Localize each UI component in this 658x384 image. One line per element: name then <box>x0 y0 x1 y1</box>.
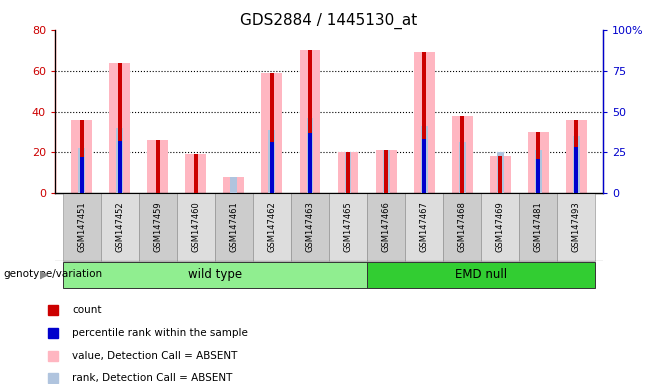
Bar <box>566 120 587 193</box>
Bar <box>156 140 160 193</box>
Text: genotype/variation: genotype/variation <box>3 270 103 280</box>
Bar <box>367 193 405 261</box>
Title: GDS2884 / 1445130_at: GDS2884 / 1445130_at <box>240 12 418 29</box>
Bar <box>422 52 426 193</box>
Bar <box>291 193 329 261</box>
Bar <box>461 116 464 193</box>
Bar <box>230 177 238 193</box>
Text: ▶: ▶ <box>40 270 49 280</box>
Bar <box>177 193 215 261</box>
Bar <box>405 193 443 261</box>
Bar <box>384 150 388 193</box>
Text: GSM147463: GSM147463 <box>305 202 315 252</box>
Bar <box>443 193 481 261</box>
Bar <box>261 73 282 193</box>
Text: GSM147465: GSM147465 <box>343 202 353 252</box>
Bar <box>519 193 557 261</box>
Text: count: count <box>72 305 102 315</box>
Bar <box>490 156 511 193</box>
Bar <box>215 193 253 261</box>
Bar <box>497 152 503 193</box>
Bar <box>299 50 320 193</box>
Bar <box>574 120 578 193</box>
Bar <box>573 136 580 193</box>
Text: percentile rank within the sample: percentile rank within the sample <box>72 328 248 338</box>
Text: GSM147462: GSM147462 <box>267 202 276 252</box>
Bar <box>253 193 291 261</box>
Bar <box>186 154 206 193</box>
Text: GSM147467: GSM147467 <box>420 202 428 252</box>
Text: GSM147460: GSM147460 <box>191 202 200 252</box>
Bar <box>268 130 275 193</box>
Bar <box>346 152 350 193</box>
Bar <box>557 193 595 261</box>
Bar <box>338 152 359 193</box>
Bar <box>481 193 519 261</box>
Bar <box>536 159 540 193</box>
Bar <box>308 133 312 193</box>
Text: GSM147468: GSM147468 <box>458 202 467 252</box>
Text: GSM147452: GSM147452 <box>115 202 124 252</box>
Bar <box>420 126 428 193</box>
Text: rank, Detection Call = ABSENT: rank, Detection Call = ABSENT <box>72 373 233 383</box>
Bar <box>224 177 244 193</box>
Bar <box>118 141 122 193</box>
Bar <box>270 142 274 193</box>
Text: GSM147493: GSM147493 <box>572 202 581 252</box>
Text: value, Detection Call = ABSENT: value, Detection Call = ABSENT <box>72 351 238 361</box>
Bar <box>414 52 434 193</box>
Bar <box>139 193 177 261</box>
Bar <box>536 132 540 193</box>
Bar <box>101 193 139 261</box>
Bar <box>147 140 168 193</box>
Bar <box>329 193 367 261</box>
Text: GSM147466: GSM147466 <box>382 202 391 252</box>
Bar <box>459 142 466 193</box>
Bar <box>422 139 426 193</box>
Bar <box>345 152 351 193</box>
Bar <box>535 150 542 193</box>
Bar <box>528 132 549 193</box>
Text: GSM147481: GSM147481 <box>534 202 543 252</box>
Bar <box>63 262 367 288</box>
Text: GSM147451: GSM147451 <box>77 202 86 252</box>
Text: GSM147461: GSM147461 <box>230 202 238 252</box>
Bar <box>307 118 313 193</box>
Bar <box>574 147 578 193</box>
Bar <box>80 120 84 193</box>
Bar <box>367 262 595 288</box>
Bar <box>383 150 390 193</box>
Bar <box>498 156 502 193</box>
Bar <box>63 193 101 261</box>
Bar <box>80 157 84 193</box>
Text: wild type: wild type <box>188 268 242 281</box>
Bar <box>118 63 122 193</box>
Bar <box>109 63 130 193</box>
Bar <box>78 148 85 193</box>
Bar <box>376 150 397 193</box>
Bar <box>116 128 123 193</box>
Bar <box>308 50 312 193</box>
Bar <box>452 116 472 193</box>
Bar <box>194 154 197 193</box>
Bar <box>270 73 274 193</box>
Text: GSM147459: GSM147459 <box>153 202 163 252</box>
Bar <box>71 120 92 193</box>
Text: EMD null: EMD null <box>455 268 507 281</box>
Text: GSM147469: GSM147469 <box>495 202 505 252</box>
